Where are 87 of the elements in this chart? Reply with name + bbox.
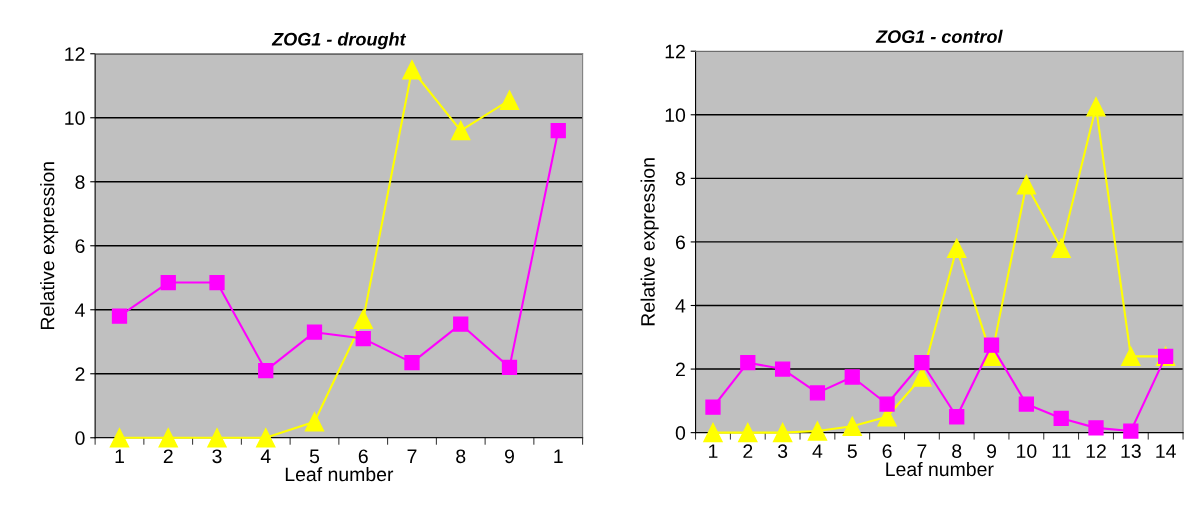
y-tick-label: 12 — [65, 47, 85, 61]
point — [879, 396, 895, 412]
point — [842, 416, 862, 437]
point — [946, 238, 967, 259]
x-tick-label: 10 — [1017, 444, 1037, 459]
point — [111, 308, 128, 324]
x-tick-label: 14 — [1156, 444, 1176, 458]
y-tick-label: 4 — [75, 303, 85, 317]
x-tick-label: 2 — [163, 449, 173, 463]
point — [158, 428, 178, 448]
point — [774, 361, 791, 377]
x-tick-label: 5 — [847, 444, 857, 459]
y-tick-label: 10 — [65, 111, 85, 125]
x-tick-label: 13 — [1121, 444, 1141, 459]
point — [256, 428, 276, 448]
point — [355, 330, 371, 347]
y-tick-label: 2 — [676, 362, 685, 377]
point — [1016, 174, 1037, 195]
point — [402, 60, 422, 80]
point — [772, 422, 793, 443]
point — [160, 274, 176, 291]
x-tick-label: 8 — [456, 449, 466, 464]
point — [499, 90, 520, 110]
x-tick-label: 5 — [309, 449, 320, 464]
x-tick-label: 3 — [212, 449, 222, 464]
point — [1121, 346, 1141, 367]
x-tick-label: 4 — [812, 444, 823, 458]
point — [550, 122, 566, 139]
point — [983, 337, 1000, 353]
point — [258, 362, 274, 379]
point — [1123, 423, 1139, 439]
point — [1051, 238, 1071, 259]
point — [738, 422, 758, 443]
point — [844, 369, 860, 385]
y-axis-title: Relative expression — [640, 158, 659, 326]
y-tick-label: 4 — [675, 299, 686, 313]
y-tick-label: 0 — [75, 431, 85, 445]
point — [705, 399, 721, 415]
y-tick-label: 10 — [665, 108, 686, 123]
point — [809, 385, 826, 401]
point — [1053, 410, 1069, 426]
x-tick-label: 12 — [1086, 444, 1106, 458]
y-tick-label: 12 — [665, 44, 685, 59]
x-tick-label: 11 — [1052, 444, 1071, 458]
point — [1088, 420, 1104, 436]
point — [1086, 97, 1106, 117]
x-tick-label: 1 — [709, 444, 718, 458]
x-tick-label: 7 — [917, 444, 927, 458]
y-tick-label: 6 — [676, 235, 685, 250]
point — [949, 409, 965, 425]
x-tick-label: 7 — [407, 449, 417, 463]
chart-title: ZOG1 - drought — [271, 32, 407, 50]
x-tick-label: 3 — [777, 444, 788, 459]
point — [404, 354, 420, 371]
point — [207, 428, 227, 448]
x-tick-label: 8 — [952, 444, 962, 459]
point — [209, 274, 225, 291]
x-tick-label: 1 — [115, 449, 124, 463]
x-tick-label: 1 — [554, 449, 563, 463]
point — [451, 120, 471, 141]
x-tick-label: 9 — [504, 449, 514, 464]
y-tick-label: 2 — [75, 367, 85, 381]
y-tick-label: 6 — [75, 239, 85, 253]
point — [807, 421, 828, 441]
point — [1018, 396, 1035, 412]
point — [306, 324, 323, 340]
point — [304, 412, 325, 432]
point — [914, 355, 930, 371]
point — [912, 367, 932, 387]
x-axis-title: Leaf number — [285, 467, 394, 482]
point — [453, 316, 469, 332]
x-tick-label: 4 — [260, 449, 271, 463]
chart-title: ZOG1 - control — [875, 29, 1003, 44]
point — [703, 422, 723, 443]
x-axis-title: Leaf number — [886, 461, 994, 477]
y-tick-label: 8 — [675, 171, 685, 186]
point — [740, 355, 756, 371]
point — [353, 309, 373, 330]
x-tick-label: 6 — [882, 444, 892, 459]
x-tick-label: 2 — [743, 444, 753, 458]
y-tick-label: 0 — [675, 426, 686, 440]
x-tick-label: 6 — [358, 449, 368, 464]
x-tick-label: 9 — [987, 444, 997, 459]
point — [501, 359, 518, 375]
y-tick-label: 8 — [75, 175, 85, 189]
y-axis-title: Relative expression — [40, 162, 59, 329]
point — [109, 428, 130, 448]
